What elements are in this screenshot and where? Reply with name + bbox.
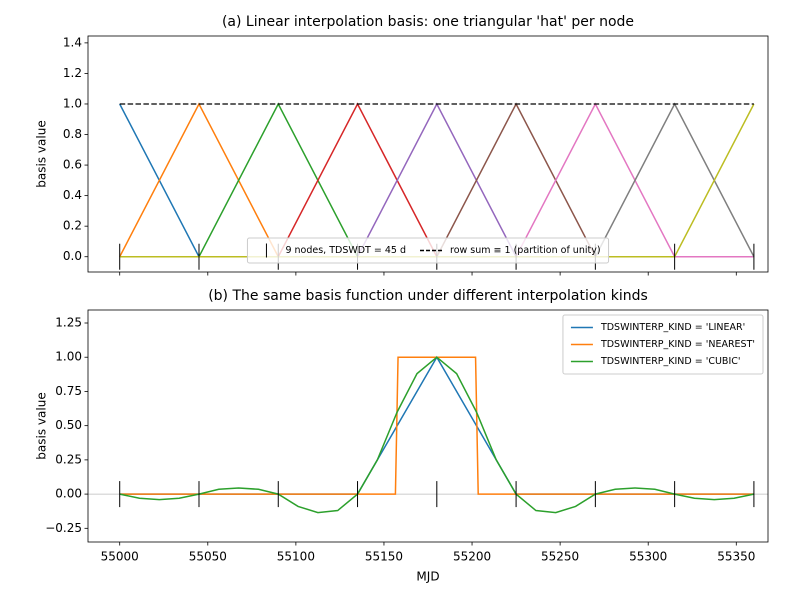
legend-label: 9 nodes, TDSWDT = 45 d xyxy=(285,245,406,256)
legend-label: TDSWINTERP_KIND = 'NEAREST' xyxy=(600,339,755,350)
plot-area xyxy=(88,355,768,514)
x-tick-label: 55050 xyxy=(189,550,227,564)
y-tick-label: 0.50 xyxy=(55,418,82,432)
x-tick-label: 55150 xyxy=(365,550,403,564)
y-tick-label: 1.4 xyxy=(63,35,82,49)
y-tick-label: 0.6 xyxy=(63,158,82,172)
legend: TDSWINTERP_KIND = 'LINEAR' TDSWINTERP_KIN… xyxy=(562,314,764,375)
y-tick-label: 1.2 xyxy=(63,66,82,80)
x-tick-label: 55200 xyxy=(453,550,491,564)
series-line xyxy=(119,356,755,514)
axes-frame xyxy=(87,309,769,543)
y-tick-label: 0.00 xyxy=(55,487,82,501)
y-axis-label: basis value xyxy=(35,392,49,459)
axes-title: (b) The same basis function under differ… xyxy=(208,288,648,304)
legend-label: TDSWINTERP_KIND = 'CUBIC' xyxy=(600,356,741,367)
y-tick-label: 1.25 xyxy=(55,316,82,330)
y-tick-label: 0.0 xyxy=(63,249,82,263)
axes: (b) The same basis function under differ… xyxy=(35,288,769,584)
y-tick-label: 0.75 xyxy=(55,384,82,398)
x-tick-label: 55350 xyxy=(717,550,755,564)
x-tick-label: 55100 xyxy=(277,550,315,564)
y-tick-label: 0.4 xyxy=(63,188,82,202)
axes: (a) Linear interpolation basis: one tria… xyxy=(35,14,769,276)
legend-label: TDSWINTERP_KIND = 'LINEAR' xyxy=(600,322,745,333)
y-tick-label: −0.25 xyxy=(45,521,82,535)
axes-title: (a) Linear interpolation basis: one tria… xyxy=(222,14,634,30)
legend-frame xyxy=(562,314,764,375)
y-tick-label: 0.8 xyxy=(63,127,82,141)
y-tick-label: 1.0 xyxy=(63,96,82,110)
x-tick-label: 55250 xyxy=(541,550,579,564)
legend: 9 nodes, TDSWDT = 45 d row sum ≡ 1 (parti… xyxy=(246,237,610,264)
axes-frame xyxy=(87,35,769,273)
y-axis-label: basis value xyxy=(35,120,49,187)
y-tick-label: 0.2 xyxy=(63,219,82,233)
x-axis-label: MJD xyxy=(416,570,439,584)
y-tick-label: 0.25 xyxy=(55,452,82,466)
y-tick-label: 1.00 xyxy=(55,350,82,364)
x-tick-label: 55000 xyxy=(101,550,139,564)
x-tick-label: 55300 xyxy=(629,550,667,564)
legend-label: row sum ≡ 1 (partition of unity) xyxy=(450,245,601,256)
